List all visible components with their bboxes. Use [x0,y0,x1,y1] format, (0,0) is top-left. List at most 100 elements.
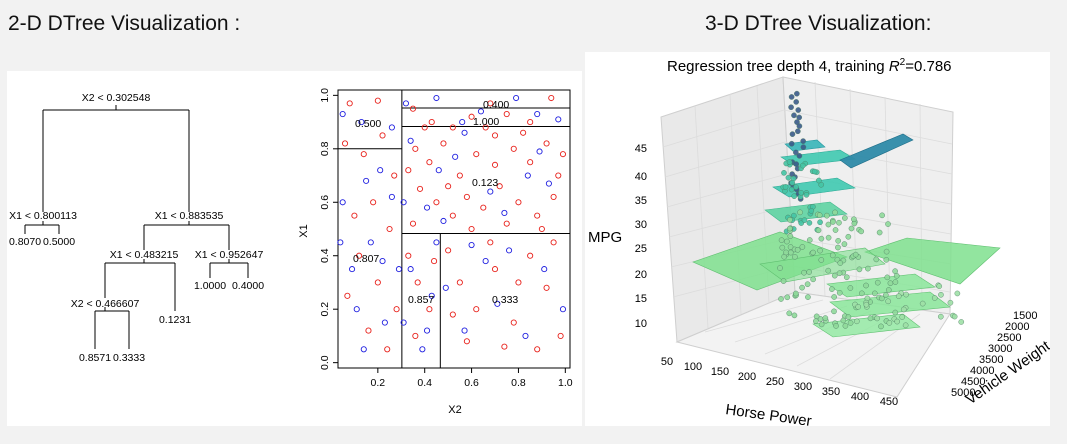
x-tick-label: 0.4 [417,377,432,389]
plot3d-point [779,244,786,251]
plot3d-point [879,295,885,302]
scatter-point [487,100,494,107]
scatter-point [456,172,463,179]
scatter-point [487,239,494,246]
x-tick: 400 [851,391,869,403]
plot3d-point [931,295,938,301]
plot3d-point [813,313,820,320]
scatter-point [548,94,555,102]
plot3d-point [879,212,885,219]
x-tick: 50 [661,356,673,368]
plot3d-point [799,162,806,169]
x-tick: 300 [794,381,812,393]
plot3d-point [788,140,795,147]
scatter-point [477,108,484,115]
scatter-point [555,172,562,179]
scatter-point [527,159,534,166]
plot3d-point [836,290,843,296]
scatter-point [555,116,562,123]
scatter-point [405,167,412,174]
scatter-point [428,292,435,299]
y-tick-label: 0.2 [319,302,331,317]
plot3d-point [902,322,909,329]
scatter-point [491,266,499,273]
z-tick: 30 [635,219,647,231]
plot3d-point [840,317,847,324]
plot3d-point [938,291,944,298]
scatter-point [339,199,346,206]
scatter-point [524,172,531,179]
plot3d-point [845,314,852,320]
scatter-point [480,204,487,211]
plot3d-point [958,319,965,325]
scatter-point [424,204,431,211]
plot3d-point [954,290,961,297]
scatter-point [496,183,503,190]
scatter-point [400,199,407,206]
scatter-point [543,284,550,291]
plot3d-point [858,228,865,235]
plot3d-point [883,257,890,263]
x-axis-label: X2 [448,404,461,416]
scatter-point [393,306,400,313]
plot3d-point [784,238,790,245]
plot3d-point [787,217,793,223]
scatter-point [442,284,449,291]
plot3d-point [780,278,787,284]
plot3d-point [874,315,880,322]
plot3d-point [815,227,822,234]
scatter-point [400,319,407,326]
plot3d-point [892,309,899,316]
scatter-point [468,113,475,120]
plot3d-point [777,265,783,271]
y-tick-label: 0.6 [319,195,331,210]
scatter-point [527,119,534,126]
tree-leaf: 0.5000 [43,236,75,248]
scatter-point [370,199,377,206]
plot3d-point [825,267,832,274]
plot3d-point [799,284,805,291]
scatter-point [374,97,381,104]
plot3d-point [874,279,881,286]
scatter-point [522,332,529,339]
scatter-point [351,212,358,219]
plot3d-point [836,270,843,277]
scatter-point [503,111,510,118]
plot3d-point [782,184,789,190]
scatter-point [515,279,522,286]
plot3d-point [832,227,839,233]
scatter-point [414,279,421,286]
scatter-point [349,266,356,273]
plot3d-point [863,282,869,289]
scatter-point [468,241,475,249]
scatter-point [559,151,567,158]
scatter-point [482,258,489,265]
plot3d-point [806,220,813,226]
scatter-point [412,145,419,152]
plot3d-point [787,249,794,256]
z-tick: 40 [635,171,647,183]
tree-split-left: X1 < 0.800113 [9,210,77,222]
plot3d-point [829,286,835,292]
tree-split: X1 < 0.483215 [110,249,179,261]
plot3d-point [867,315,874,322]
scatter-point [421,124,428,131]
plot3d-point [899,314,905,320]
plot3d-point [804,281,811,288]
plot3d-point [778,237,785,244]
plot3d-point [903,291,909,298]
y-tick-label: 1.0 [319,88,331,103]
plot3d-point [785,174,792,181]
scatter-point [510,145,517,152]
scatter-point [405,252,412,259]
tree-diagram: X2 < 0.302548 X1 < 0.800113 0.8070 0.500… [9,92,264,364]
scatter-point [433,199,440,206]
plot3d-point [836,219,842,226]
plot3d-point [794,247,801,253]
scatter-point [339,111,346,118]
plot3d-points [777,90,965,330]
plot3d-point [900,306,907,313]
plot3d-point [851,216,857,223]
scatter-point [534,346,541,353]
plot3d-point [830,219,836,225]
